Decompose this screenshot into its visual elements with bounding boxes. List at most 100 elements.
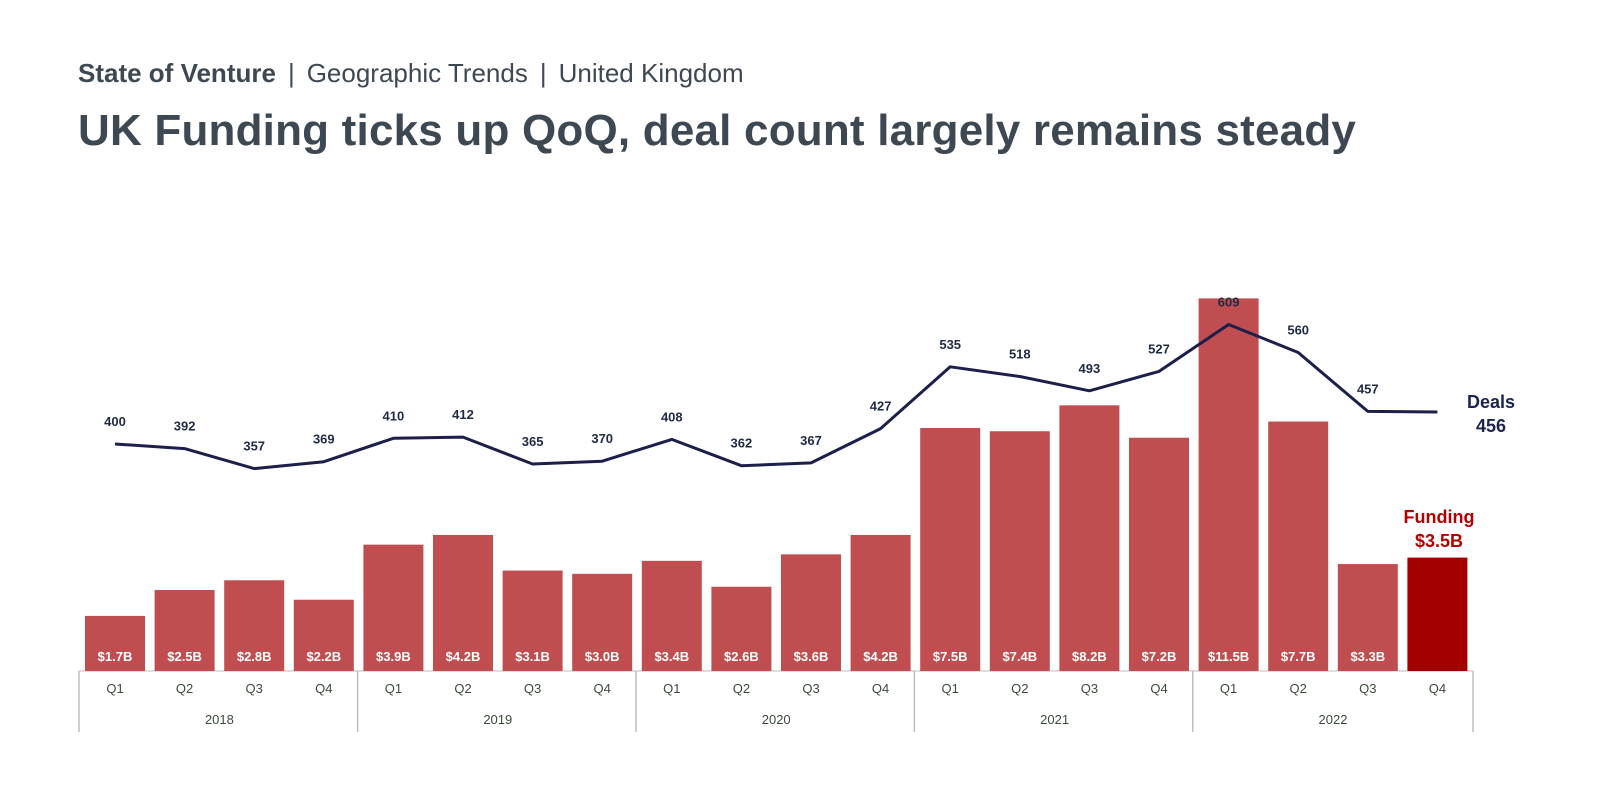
- funding-bar: [502, 570, 563, 671]
- breadcrumb: State of Venture | Geographic Trends | Unite…: [78, 58, 744, 89]
- funding-bar-label: $3.0B: [585, 649, 620, 664]
- deals-label: 609: [1218, 294, 1240, 309]
- breadcrumb-report: State of Venture: [78, 58, 276, 88]
- funding-bar-label: $2.8B: [237, 649, 272, 664]
- legend: Deals 456 Funding $3.5B: [1404, 392, 1516, 551]
- quarter-tick-label: Q3: [1359, 681, 1376, 696]
- deals-label: 370: [591, 431, 613, 446]
- deals-label: 369: [313, 432, 335, 447]
- funding-bar: [224, 580, 285, 671]
- quarter-tick-label: Q2: [733, 681, 750, 696]
- year-tick-label: 2020: [762, 712, 791, 727]
- quarter-tick-label: Q1: [106, 681, 123, 696]
- quarter-tick-label: Q4: [1429, 681, 1446, 696]
- deals-label: 362: [731, 436, 753, 451]
- quarter-tick-label: Q1: [942, 681, 959, 696]
- deals-label: 367: [800, 433, 822, 448]
- year-tick-label: 2022: [1319, 712, 1348, 727]
- funding-bar: [989, 431, 1050, 671]
- funding-bar-label: $7.5B: [933, 649, 968, 664]
- funding-bar-highlight: [1407, 557, 1468, 671]
- data-labels: $1.7B $2.5B $2.8B $2.2B $3.9B $4.2B $3.1B $3.0B…: [98, 294, 1386, 664]
- funding-bar-label: $3.4B: [654, 649, 689, 664]
- funding-bar: [920, 428, 981, 671]
- funding-bar-label: $4.2B: [446, 649, 481, 664]
- quarter-tick-label: Q3: [802, 681, 819, 696]
- year-tick-label: 2021: [1040, 712, 1069, 727]
- funding-bar: [641, 560, 702, 671]
- deals-line: [114, 323, 1438, 471]
- funding-bar: [363, 544, 424, 671]
- quarter-tick-label: Q4: [315, 681, 332, 696]
- quarter-tick-label: Q1: [663, 681, 680, 696]
- year-tick-label: 2018: [205, 712, 234, 727]
- deals-label: 518: [1009, 347, 1031, 362]
- funding-bar-label: $2.2B: [306, 649, 341, 664]
- funding-bar-label: $2.6B: [724, 649, 759, 664]
- funding-bar: [1059, 405, 1120, 671]
- deals-line-layer: [114, 323, 1438, 471]
- funding-bar-label: $7.7B: [1281, 649, 1316, 664]
- breadcrumb-section: Geographic Trends: [306, 58, 528, 88]
- breadcrumb-separator: |: [287, 58, 295, 88]
- quarter-tick-label: Q3: [246, 681, 263, 696]
- year-tick-label: 2019: [483, 712, 512, 727]
- deals-label: 400: [104, 414, 126, 429]
- quarter-tick-label: Q4: [1150, 681, 1167, 696]
- deals-label: 357: [243, 439, 265, 454]
- deals-label: 412: [452, 407, 474, 422]
- quarter-tick-label: Q4: [594, 681, 611, 696]
- funding-bar-label: $3.3B: [1350, 649, 1385, 664]
- deals-label: 493: [1079, 361, 1101, 376]
- funding-bar: [1268, 421, 1329, 671]
- legend-deals-title: Deals: [1467, 392, 1515, 412]
- funding-bar: [572, 573, 633, 671]
- funding-bar-label: $7.2B: [1142, 649, 1177, 664]
- quarter-tick-label: Q3: [1081, 681, 1098, 696]
- deals-label: 560: [1287, 322, 1309, 337]
- funding-bar-label: $2.5B: [167, 649, 202, 664]
- deals-label: 535: [939, 337, 961, 352]
- funding-bar-label: $3.9B: [376, 649, 411, 664]
- legend-funding-title: Funding: [1404, 507, 1475, 527]
- deals-label: 408: [661, 409, 683, 424]
- breadcrumb-region: United Kingdom: [558, 58, 744, 88]
- breadcrumb-separator: |: [539, 58, 547, 88]
- deals-label: 427: [870, 399, 892, 414]
- funding-bar: [85, 615, 145, 671]
- funding-bar: [711, 586, 772, 671]
- funding-bar: [850, 534, 911, 671]
- x-axis: Q1 Q2 Q3 Q4 Q1 Q2 Q3 Q4 Q1 Q2 Q3 Q4 Q1 Q2 Q3 Q4 Q1 Q2 Q3 Q4…: [78, 670, 1474, 732]
- funding-bar-label: $8.2B: [1072, 649, 1107, 664]
- funding-bar-label: $4.2B: [863, 649, 898, 664]
- funding-bar-label: $3.6B: [794, 649, 829, 664]
- funding-bar-label: $3.1B: [515, 649, 550, 664]
- page-title: UK Funding ticks up QoQ, deal count larg…: [78, 106, 1357, 155]
- quarter-tick-label: Q4: [872, 681, 889, 696]
- funding-bar: [433, 534, 493, 671]
- funding-bar: [154, 590, 215, 671]
- funding-bar-label: $11.5B: [1208, 649, 1249, 664]
- funding-bar: [1198, 298, 1259, 671]
- deals-label: 527: [1148, 341, 1170, 356]
- legend-funding-value: $3.5B: [1415, 531, 1463, 551]
- funding-bar-label: $1.7B: [98, 649, 133, 664]
- quarter-tick-label: Q3: [524, 681, 541, 696]
- funding-bar-label: $7.4B: [1002, 649, 1037, 664]
- deals-label: 365: [522, 434, 544, 449]
- quarter-tick-label: Q2: [454, 681, 471, 696]
- funding-bar: [1337, 564, 1398, 671]
- legend-deals-value: 456: [1476, 416, 1506, 436]
- deals-label: 457: [1357, 381, 1379, 396]
- quarter-tick-label: Q1: [385, 681, 402, 696]
- deals-label: 410: [383, 408, 405, 423]
- quarter-tick-label: Q1: [1220, 681, 1237, 696]
- funding-bar: [1129, 437, 1189, 671]
- funding-bar: [293, 599, 354, 671]
- deals-label: 392: [174, 419, 196, 434]
- funding-bar: [781, 554, 841, 671]
- quarter-tick-label: Q2: [1290, 681, 1307, 696]
- quarter-tick-label: Q2: [176, 681, 193, 696]
- quarter-tick-label: Q2: [1011, 681, 1028, 696]
